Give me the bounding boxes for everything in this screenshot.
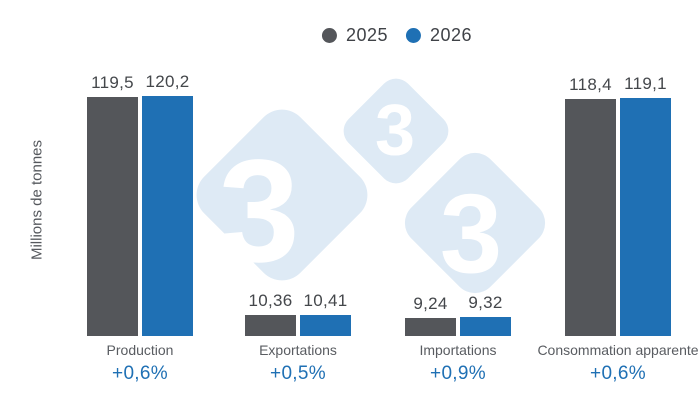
bar-2025-exportations	[245, 315, 296, 336]
value-label-2025-production: 119,5	[91, 73, 134, 92]
legend-item-2025[interactable]: 2025	[321, 25, 388, 46]
bar-2026-consommation-apparente	[620, 97, 671, 336]
watermark-digit: 3	[374, 90, 416, 171]
bar-2025-production	[87, 97, 138, 336]
legend-label-2026: 2026	[430, 25, 473, 45]
legend-label-2025: 2025	[345, 25, 388, 45]
y-axis-title: Millions de tonnes	[28, 139, 46, 261]
category-label-production: Production	[106, 342, 174, 358]
delta-label-importations: +0,9%	[430, 363, 486, 384]
legend-item-2026[interactable]: 2026	[406, 25, 472, 46]
value-label-2025-exportations: 10,36	[248, 291, 293, 311]
value-label-2025-importations: 9,24	[413, 293, 448, 313]
delta-label-production: +0,6%	[112, 363, 168, 384]
category-label-importations: Importations	[419, 342, 497, 358]
bar-2025-consommation-apparente	[565, 99, 616, 336]
value-label-2026-importations: 9,32	[468, 293, 503, 313]
value-label-2026-consommation-apparente: 119,1	[624, 73, 667, 93]
bar-2025-importations	[405, 317, 456, 336]
category-label-exportations: Exportations	[259, 342, 337, 358]
delta-label-exportations: +0,5%	[270, 363, 326, 384]
bar-2026-production	[142, 95, 193, 336]
value-label-2025-consommation-apparente: 118,4	[569, 75, 612, 95]
bar-2026-exportations	[300, 315, 351, 336]
delta-label-consommation-apparente: +0,6%	[590, 363, 646, 384]
category-label-consommation-apparente: Consommation apparente	[537, 342, 699, 358]
value-label-2026-production: 120,2	[145, 71, 190, 91]
bar-2026-importations	[460, 317, 511, 336]
legend: 2025 2026	[321, 25, 472, 46]
value-label-2026-exportations: 10,41	[303, 291, 348, 311]
legend-marker-2026-icon	[406, 28, 421, 43]
legend-marker-2025-icon	[321, 28, 337, 43]
watermark-digit: 3	[439, 170, 503, 296]
watermark-digit: 3	[218, 129, 300, 293]
